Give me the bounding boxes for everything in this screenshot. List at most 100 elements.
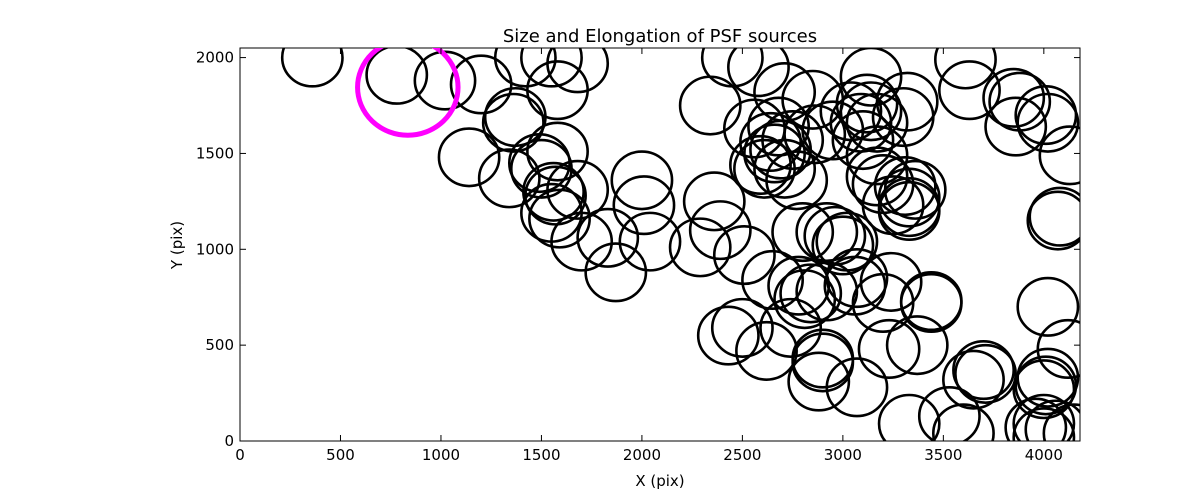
psf-source-marker: [365, 48, 429, 105]
psf-source-marker: [1016, 276, 1080, 337]
psf-source-marker: [877, 393, 941, 441]
psf-source-marker: [873, 155, 937, 217]
psf-source-marker: [952, 340, 1015, 401]
marker-layer: [280, 48, 1080, 441]
psf-source-marker: [795, 201, 859, 263]
chart-title: Size and Elongation of PSF sources: [503, 26, 817, 47]
axis-ticks: 0 500 1000 1500 2000 2500 3000 3500 4000 0 500 1000…: [196, 48, 1080, 464]
psf-source-marker: [477, 148, 541, 209]
psf-source-marker: [1004, 397, 1068, 441]
psf-source-marker: [851, 272, 915, 334]
psf-source-marker: [934, 48, 997, 90]
psf-source-marker: [688, 200, 752, 261]
psf-source-marker: [696, 305, 760, 366]
x-tick-label: 2500: [723, 446, 761, 464]
psf-source-marker: [942, 349, 1005, 410]
psf-source-marker: [932, 403, 995, 441]
psf-source-marker: [493, 48, 557, 88]
psf-source-marker: [522, 161, 585, 222]
psf-source-marker: [982, 67, 1046, 128]
y-tick-label: 500: [205, 336, 234, 354]
x-tick-label: 500: [326, 446, 355, 464]
x-tick-label: 3500: [924, 446, 962, 464]
psf-source-marker: [528, 188, 591, 249]
psf-source-marker: [787, 351, 851, 412]
psf-source-marker: [845, 146, 909, 207]
psf-source-marker: [877, 180, 941, 242]
psf-source-marker: [526, 121, 589, 182]
psf-source-marker: [765, 150, 829, 211]
x-axis-label: X (pix): [635, 472, 684, 490]
psf-source-marker: [1036, 318, 1080, 380]
psf-source-marker: [845, 125, 909, 186]
psf-source-marker: [668, 217, 732, 278]
psf-source-marker: [779, 263, 843, 324]
psf-source-marker: [839, 48, 903, 107]
psf-source-marker: [954, 343, 1017, 404]
y-axis-label: Y (pix): [168, 221, 186, 270]
psf-source-marker: [1012, 359, 1076, 420]
y-tick-label: 0: [224, 432, 234, 450]
psf-source-marker: [1016, 92, 1080, 153]
psf-source-marker: [761, 109, 825, 171]
psf-source-marker: [791, 332, 855, 393]
psf-source-marker: [885, 315, 949, 376]
psf-source-marker: [1028, 186, 1080, 247]
psf-source-marker: [520, 48, 583, 88]
psf-source-marker: [811, 215, 875, 276]
psf-source-marker: [783, 104, 847, 165]
psf-source-marker: [712, 224, 776, 286]
psf-source-marker: [1014, 355, 1078, 416]
psf-source-marker: [1012, 407, 1076, 441]
x-tick-label: 1500: [522, 446, 560, 464]
psf-source-marker: [825, 357, 889, 418]
psf-source-marker: [771, 201, 835, 263]
psf-source-marker: [741, 249, 804, 311]
psf-source-marker: [759, 297, 823, 358]
psf-source-marker: [700, 48, 764, 88]
highlighted-source-marker: [355, 48, 461, 138]
psf-source-marker: [735, 320, 798, 381]
x-tick-label: 2000: [623, 446, 661, 464]
psf-source-marker: [984, 96, 1048, 157]
x-tick-label: 1000: [422, 446, 460, 464]
psf-source-marker: [481, 92, 545, 153]
psf-source-marker: [618, 211, 682, 272]
psf-source-marker: [899, 272, 963, 334]
y-tick-label: 1000: [196, 240, 234, 258]
psf-source-marker: [877, 167, 941, 228]
psf-source-marker: [280, 48, 344, 88]
psf-source-marker: [839, 81, 903, 142]
psf-source-marker: [612, 175, 676, 236]
psf-source-marker: [1012, 393, 1076, 441]
psf-source-marker: [727, 48, 790, 98]
psf-source-marker: [576, 207, 640, 268]
psf-source-marker: [1042, 403, 1080, 441]
psf-source-marker: [1024, 399, 1080, 441]
psf-source-marker: [584, 242, 648, 303]
psf-source-marker: [917, 386, 981, 441]
psf-source-marker: [938, 60, 1001, 121]
psf-source-marker: [524, 165, 587, 226]
y-tick-label: 1500: [196, 144, 234, 162]
psf-source-marker: [857, 318, 921, 380]
psf-source-marker: [682, 171, 746, 232]
plot-area: [239, 47, 1081, 442]
x-tick-label: 0: [235, 446, 245, 464]
psf-source-marker: [550, 211, 614, 272]
psf-source-marker: [795, 261, 859, 322]
x-tick-label: 3000: [824, 446, 862, 464]
x-tick-label: 4000: [1025, 446, 1063, 464]
psf-source-marker: [710, 297, 774, 358]
psf-source-marker: [546, 159, 610, 220]
psf-source-marker: [610, 150, 674, 211]
y-tick-label: 2000: [196, 49, 234, 67]
psf-source-marker: [1038, 125, 1080, 186]
psf-source-marker: [871, 86, 935, 148]
psf-source-marker: [1026, 190, 1080, 251]
psf-source-marker: [729, 134, 792, 195]
psf-source-marker: [831, 109, 895, 171]
psf-source-marker: [835, 73, 899, 134]
psf-source-marker: [437, 127, 501, 188]
